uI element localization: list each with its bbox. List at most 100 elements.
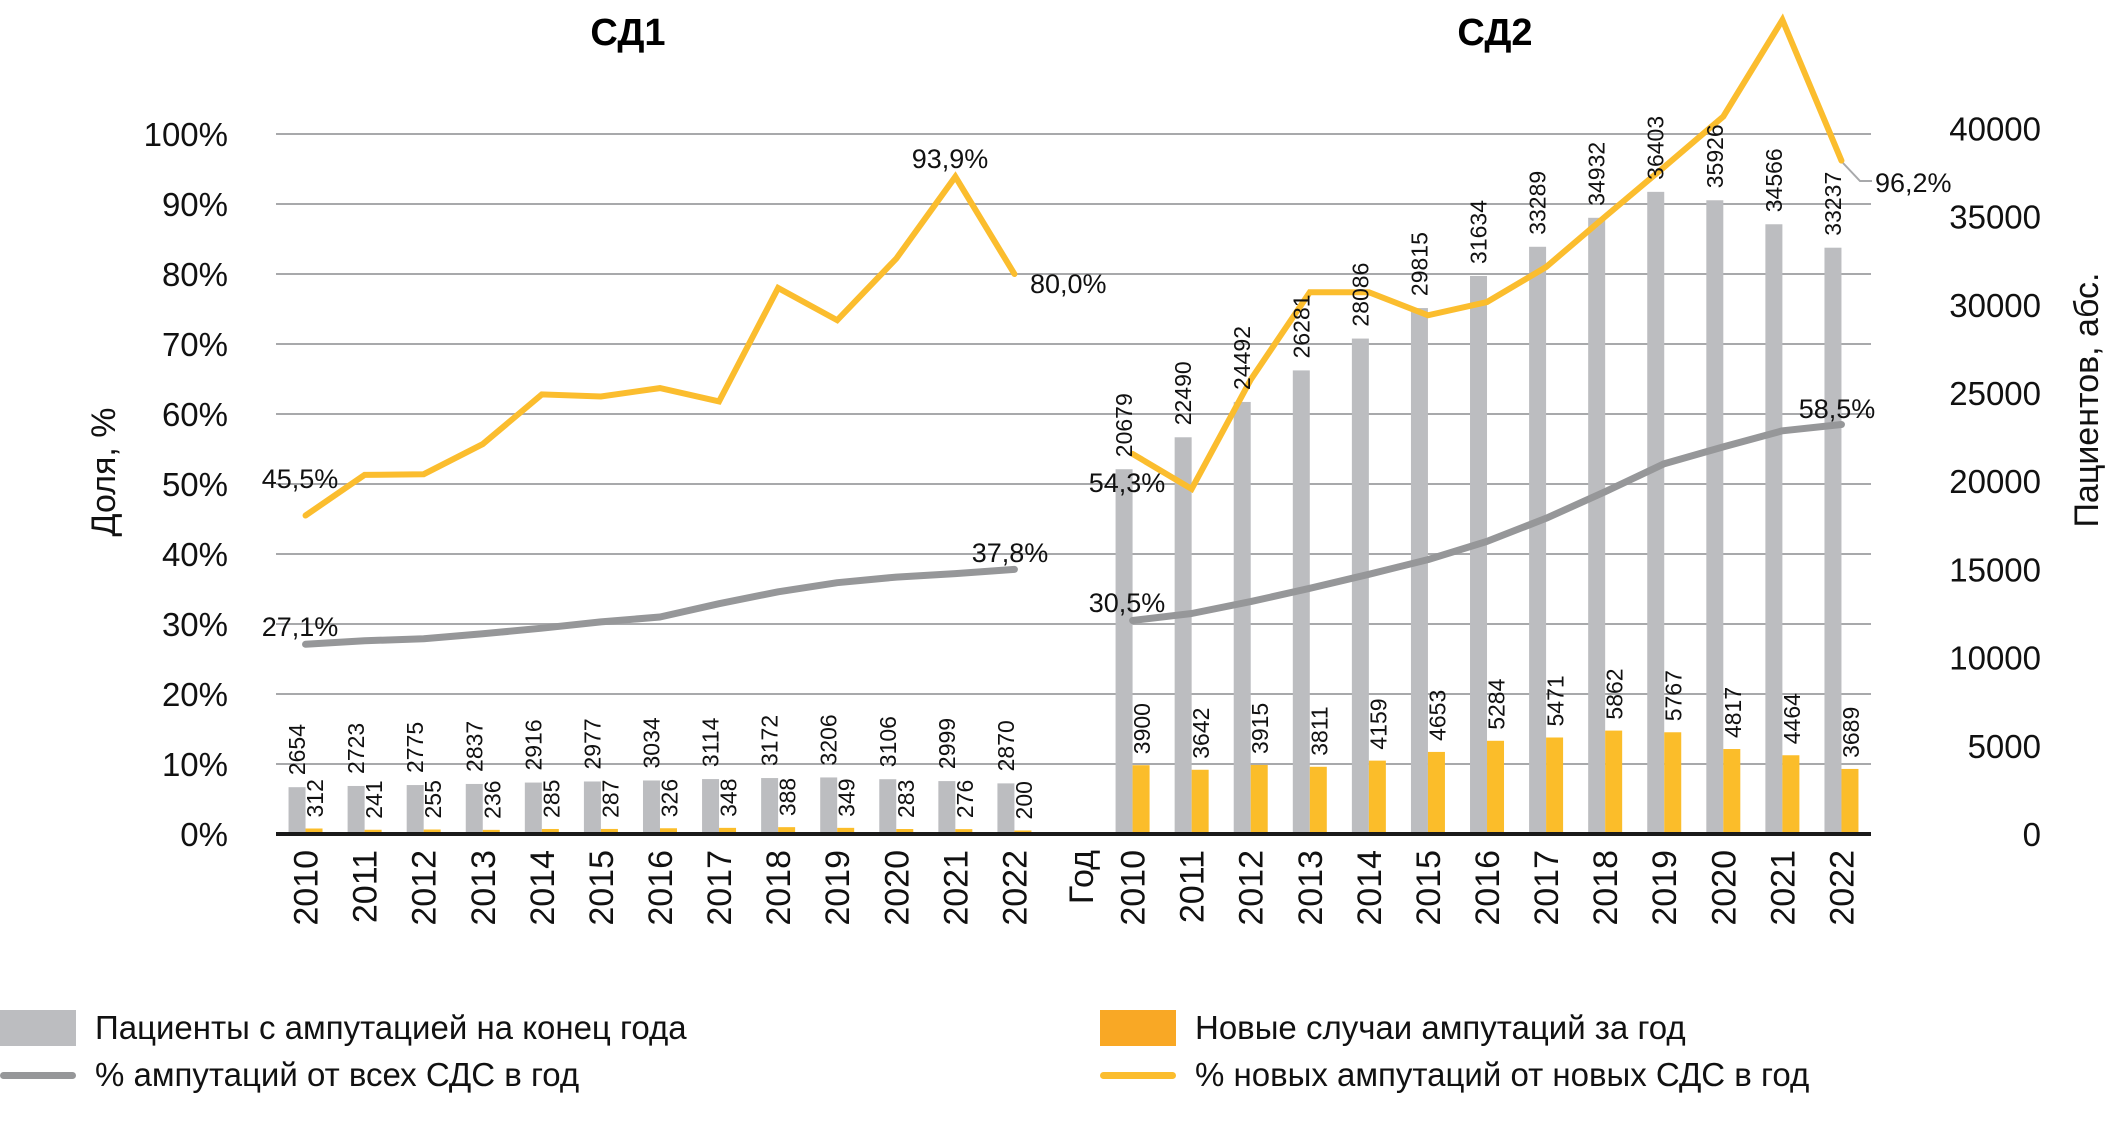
bar-total-value-label: 2654 [284,724,310,775]
bar-new-value-label: 3900 [1129,703,1155,754]
bar-new-cases [837,827,855,834]
bar-total-patients [1706,200,1724,834]
bar-new-value-label: 348 [716,778,742,816]
year-tick-label: 2018 [760,850,798,926]
bar-total-patients [1765,224,1783,835]
bar-total-value-label: 2723 [343,723,369,774]
lines [302,13,1845,648]
legend-swatch-gray-line [0,1071,76,1079]
bar-new-cases [1841,768,1859,834]
bar-new-value-label: 3689 [1838,707,1864,758]
left-tick-label: 10% [162,746,228,783]
legend-label: % новых ампутаций от новых СДС в год [1195,1056,1810,1093]
panel-title-sd1: СД1 [590,12,665,54]
bar-new-value-label: 287 [597,780,623,818]
left-tick-label: 30% [162,606,228,643]
bar-total-value-label: 34566 [1761,148,1787,212]
bar-new-value-label: 5471 [1543,675,1569,726]
legend-label: % ампутаций от всех СДС в год [95,1056,580,1093]
bar-new-cases [1191,769,1209,834]
bar-total-patients [1115,469,1133,834]
legend-item-pct-all: % ампутаций от всех СДС в год [0,1055,579,1095]
left-tick-label: 50% [162,466,228,503]
bar-new-value-label: 326 [656,779,682,817]
year-tick-label: 2022 [1823,850,1861,926]
bar-total-patients [1292,370,1310,834]
bar-new-value-label: 4159 [1365,698,1391,749]
bar-new-value-label: 285 [538,780,564,818]
bar-new-cases [1605,730,1623,834]
bar-total-patients [879,779,897,834]
left-tick-label: 100% [144,116,228,153]
bar-new-value-label: 349 [834,778,860,816]
bar-total-value-label: 2870 [993,720,1019,771]
year-tick-label: 2016 [1469,850,1507,926]
bar-total-value-label: 2837 [461,721,487,772]
line-label-sd2-all-last: 58,5% [1799,394,1876,424]
bar-new-value-label: 4817 [1720,687,1746,738]
year-tick-label: 2016 [642,850,680,926]
bar-total-patients [1351,338,1369,834]
year-tick-label: 2010 [1115,850,1153,926]
year-tick-label: 2011 [1174,850,1212,923]
bar-new-cases [1427,751,1445,834]
year-tick-label: 2020 [1705,850,1743,926]
right-tick-label: 5000 [1968,728,2041,765]
legend-item-pct-new: % новых ампутаций от новых СДС в год [1100,1055,1809,1095]
bar-new-cases [955,829,973,834]
bar-total-value-label: 33289 [1525,171,1551,235]
axes: 0% 10% 20% 30% 40% 50% 60% 70% 80% 90% 100% 0 5000 10… [144,110,2041,925]
year-tick-label: 2021 [937,850,975,926]
bar-total-patients [1470,275,1488,835]
bar-total-patients [406,785,424,834]
bar-total-value-label: 3206 [816,714,842,765]
bar-new-value-label: 283 [893,780,919,818]
bar-new-value-label: 312 [302,779,328,817]
label-leader-line [1842,162,1872,182]
left-tick-label: 80% [162,256,228,293]
legend-label: Пациенты с ампутацией на конец года [95,1009,687,1046]
year-tick-label: 2010 [288,850,326,926]
bar-new-cases [1723,749,1741,834]
bar-total-value-label: 2916 [520,719,546,770]
year-tick-label: 2015 [583,850,621,926]
bar-total-value-label: 24492 [1229,326,1255,390]
bar-new-cases [1309,766,1327,834]
bar-total-value-label: 3114 [698,717,724,767]
bar-new-value-label: 236 [479,780,505,818]
bar-new-value-label: 241 [361,780,387,818]
legend-item-new-cases: Новые случаи ампутаций за год [1100,1008,1686,1048]
legend-swatch-yellow-line [1100,1071,1176,1079]
bar-new-value-label: 4653 [1424,690,1450,741]
bar-total-value-label: 2999 [934,718,960,769]
bar-total-patients [1529,246,1547,834]
line-label-sd1-new-peak: 93,9% [912,144,989,174]
year-tick-label: 2013 [465,850,503,926]
year-tick-label: 2014 [1351,850,1389,926]
bar-total-patients [938,781,956,834]
bar-total-patients [761,778,779,834]
year-tick-label: 2019 [1646,850,1684,926]
bar-total-value-label: 20679 [1111,393,1137,457]
bar-total-patients [1233,401,1251,834]
left-axis-title: Доля, % [85,408,123,537]
year-tick-label: 2014 [524,850,562,926]
bar-total-value-label: 35926 [1702,124,1728,188]
legend-item-total-patients: Пациенты с ампутацией на конец года [0,1008,687,1048]
bar-total-value-label: 22490 [1170,361,1196,425]
bar-total-patients [524,782,542,834]
bar-total-patients [288,787,306,834]
bar-total-value-label: 2775 [402,722,428,773]
bar-total-patients [1824,247,1842,834]
bar-new-cases [364,829,382,834]
year-tick-label: 2011 [347,850,385,923]
bar-new-value-label: 4464 [1779,693,1805,744]
legend-label: Новые случаи ампутаций за год [1195,1009,1686,1046]
right-tick-label: 40000 [1949,110,2041,147]
left-tick-label: 20% [162,676,228,713]
left-tick-label: 70% [162,326,228,363]
bar-new-value-label: 200 [1011,781,1037,819]
bar-new-cases [600,828,618,834]
bar-total-patients [1647,191,1665,834]
